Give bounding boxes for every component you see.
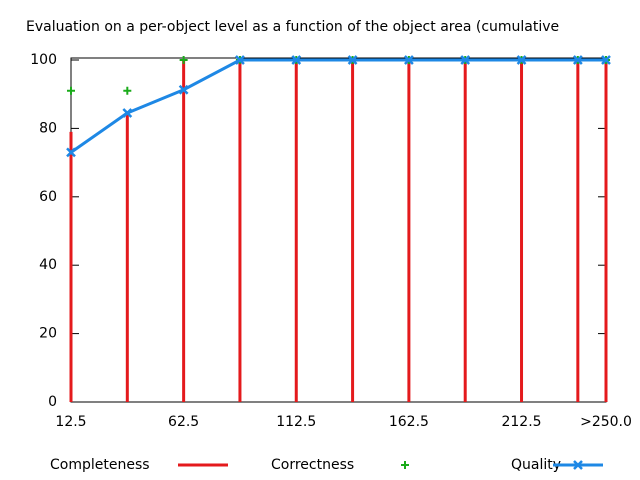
chart-title: Evaluation on a per-object level as a fu…	[26, 19, 559, 35]
point	[572, 55, 583, 65]
legend-swatch	[573, 460, 583, 470]
point	[601, 55, 611, 65]
y-tick-label: 60	[39, 189, 57, 205]
y-tick-label: 20	[39, 326, 57, 342]
x-tick-label: 162.5	[389, 414, 429, 430]
point	[179, 56, 188, 64]
point	[404, 55, 414, 65]
x-tick-label: 62.5	[168, 414, 199, 430]
point	[178, 84, 189, 95]
x-tick-label: 12.5	[55, 414, 86, 430]
x-tick-label: 212.5	[501, 414, 541, 430]
y-tick-label: 80	[39, 120, 57, 136]
x-tick-label: 112.5	[276, 414, 316, 430]
x-tick-label: >250.0	[580, 414, 632, 430]
point	[516, 55, 527, 65]
legend-label: Correctness	[271, 457, 354, 473]
legend-label: Completeness	[50, 457, 150, 473]
plot-border	[70, 57, 607, 403]
point	[66, 147, 76, 158]
y-tick-label: 40	[39, 257, 57, 273]
y-tick-label: 0	[48, 394, 57, 410]
legend-label: Quality	[511, 457, 561, 473]
line	[70, 58, 606, 154]
point	[123, 86, 132, 95]
point	[460, 55, 471, 65]
point	[235, 55, 245, 65]
point	[347, 55, 358, 65]
point	[122, 108, 133, 118]
point	[67, 86, 75, 95]
point	[291, 55, 302, 65]
legend-swatch	[401, 461, 409, 469]
y-tick-label: 100	[30, 52, 57, 68]
